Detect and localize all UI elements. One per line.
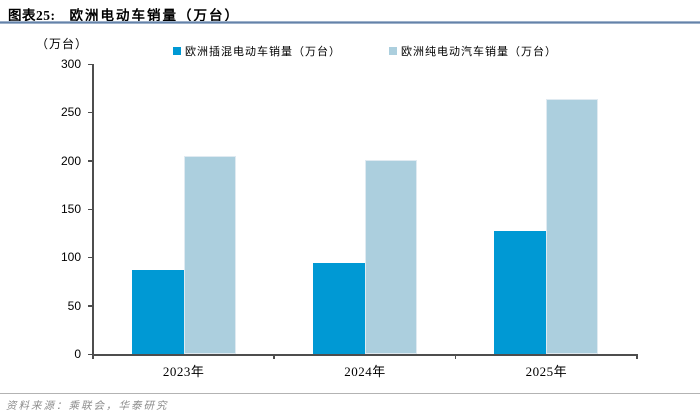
x-tick [636, 354, 638, 359]
legend-label-phev: 欧洲插混电动车销量（万台） [185, 46, 341, 58]
legend-swatch-bev [389, 47, 397, 55]
y-axis-unit-label: （万台） [36, 37, 89, 51]
title-rule [0, 21, 700, 24]
y-axis-line [92, 64, 94, 356]
source-note: 资料来源：乘联会，华泰研究 [6, 401, 169, 412]
figure-title: 图表25: 欧洲电动车销量（万台） [8, 4, 240, 24]
y-tick-label: 150 [60, 202, 81, 216]
x-category-label: 2024年 [344, 364, 386, 379]
y-tick [88, 353, 93, 355]
y-tick-label: 50 [67, 298, 81, 313]
figure-title-text: 欧洲电动车销量（万台） [69, 8, 240, 23]
x-category-label: 2025年 [525, 364, 568, 379]
figure-label: 图表25: [8, 8, 56, 23]
y-tick [88, 63, 93, 65]
bar-phev-2024年 [313, 263, 365, 354]
x-tick [273, 354, 275, 359]
y-tick-label: 250 [60, 105, 81, 120]
x-axis-line [92, 354, 638, 356]
y-tick [88, 160, 93, 162]
legend-item-phev: 欧洲插混电动车销量（万台） [173, 43, 341, 59]
y-tick-label: 0 [74, 347, 81, 361]
y-tick [88, 111, 93, 114]
bar-bev-2025年 [546, 98, 599, 354]
legend-label-bev: 欧洲纯电动汽车销量（万台） [401, 46, 557, 58]
y-tick-label: 100 [60, 250, 81, 265]
x-tick [92, 354, 94, 359]
legend: 欧洲插混电动车销量（万台） 欧洲纯电动汽车销量（万台） [93, 43, 637, 59]
y-tick-label: 300 [60, 57, 81, 71]
footer-rule [0, 393, 700, 394]
bar-phev-2023年 [131, 269, 184, 354]
bar-bev-2024年 [365, 159, 417, 354]
x-tick [454, 354, 457, 359]
legend-swatch-phev [173, 47, 181, 55]
x-category-label: 2023年 [162, 364, 205, 379]
legend-item-bev: 欧洲纯电动汽车销量（万台） [389, 43, 557, 59]
y-tick [88, 208, 93, 210]
bar-phev-2025年 [494, 231, 547, 354]
y-tick [88, 256, 93, 259]
y-tick [88, 305, 93, 307]
y-tick-label: 200 [60, 153, 81, 168]
bar-bev-2023年 [183, 155, 236, 354]
